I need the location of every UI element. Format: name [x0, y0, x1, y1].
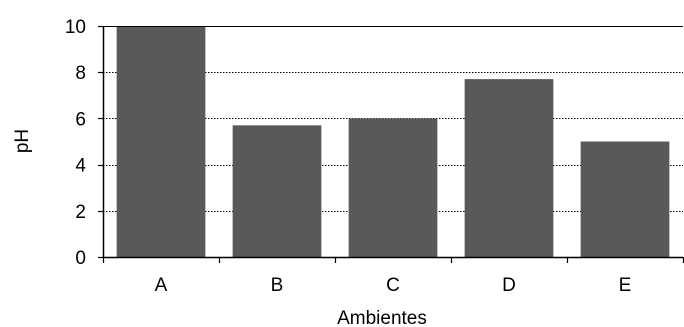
bars	[116, 26, 670, 258]
y-tick-labels: 0 2 4 6 8 10	[65, 17, 87, 269]
x-tick-label-B: B	[271, 275, 284, 296]
x-axis-label: Ambientes	[337, 308, 427, 327]
y-tick-label-0: 0	[75, 248, 86, 269]
x-tick-labels: A B C D E	[155, 275, 632, 296]
x-tick-label-C: C	[386, 275, 400, 296]
bar-A	[116, 26, 206, 257]
bar-B	[232, 125, 322, 257]
y-tick-label-6: 6	[75, 109, 86, 130]
x-tick-label-A: A	[155, 275, 168, 296]
y-tick-label-10: 10	[65, 17, 86, 38]
x-tick-label-D: D	[502, 275, 516, 296]
bar-C	[348, 118, 438, 258]
bar-D	[464, 79, 554, 257]
y-tick-label-4: 4	[75, 156, 86, 177]
x-tick-label-E: E	[619, 275, 632, 296]
y-tick-label-2: 2	[75, 202, 86, 223]
axes	[98, 25, 684, 263]
y-tick-label-8: 8	[75, 63, 86, 84]
bar-E	[580, 141, 670, 257]
y-axis-label: pH	[12, 129, 33, 153]
